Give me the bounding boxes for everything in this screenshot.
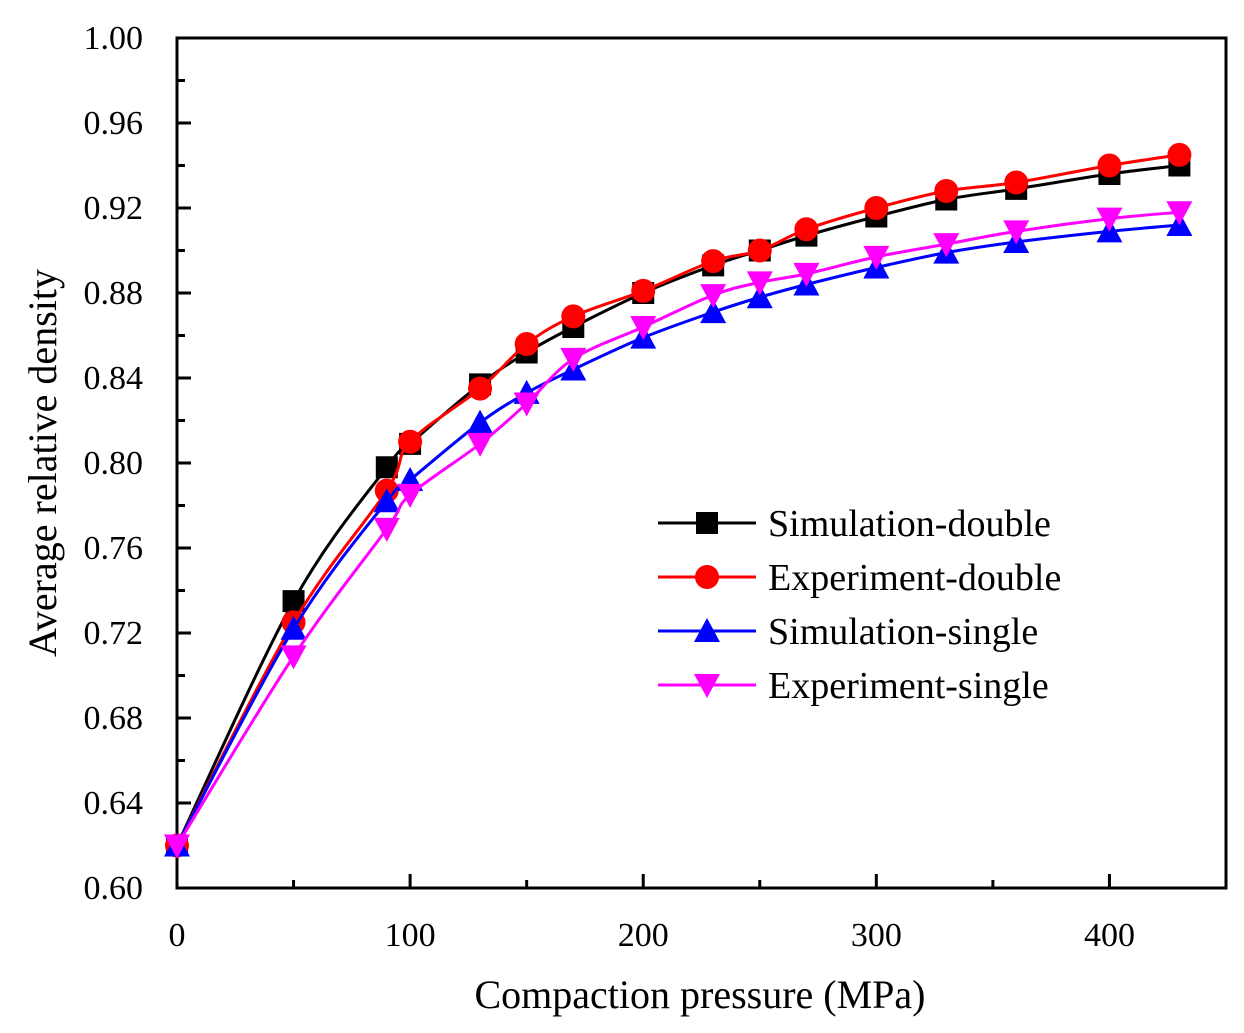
legend-label: Experiment-double (768, 557, 1061, 599)
plot-frame (175, 36, 1228, 890)
series-experiment-double (165, 142, 1192, 858)
data-point (934, 179, 959, 203)
series-layer (164, 142, 1193, 859)
data-point (561, 304, 586, 329)
data-point (280, 645, 307, 670)
data-point (282, 590, 305, 613)
data-point (793, 262, 820, 287)
legend-marker (695, 565, 719, 589)
data-point (1003, 220, 1030, 245)
legend-label: Simulation-double (768, 503, 1051, 545)
y-tick-label: 0.92 (84, 190, 144, 227)
data-point (700, 299, 727, 324)
x-tick-label: 100 (385, 917, 436, 954)
data-point (514, 332, 539, 356)
legend-marker (694, 674, 720, 698)
data-point (933, 233, 960, 258)
y-tick-label: 0.64 (84, 785, 144, 822)
series-line-experiment-double (175, 153, 1180, 847)
y-tick-label: 0.72 (84, 615, 144, 652)
data-point (747, 238, 772, 263)
data-point (164, 834, 190, 859)
x-axis-title: Compaction pressure (MPa) (474, 972, 925, 1017)
legend-marker (694, 618, 720, 642)
series-experiment-single (164, 201, 1193, 859)
data-point (630, 316, 657, 340)
data-point (468, 376, 493, 401)
x-tick-label: 300 (851, 917, 902, 954)
y-tick-label: 0.68 (84, 700, 144, 737)
data-point (467, 409, 494, 434)
data-point (863, 245, 890, 270)
data-point (794, 217, 819, 242)
axes: 0.60 0.64 0.68 0.72 0.76 0.80 0.84 0.88 0.92 0.96… (84, 20, 1228, 954)
data-point (631, 278, 656, 303)
data-point (701, 249, 726, 274)
data-point (280, 615, 307, 640)
y-tick-label: 0.96 (84, 105, 144, 142)
data-point (375, 456, 398, 479)
data-point (373, 488, 400, 513)
data-point (397, 483, 424, 508)
data-point (746, 271, 773, 296)
data-point (398, 429, 423, 454)
data-point (1004, 170, 1029, 195)
legend-marker (696, 512, 718, 534)
legend-item: Simulation-double (658, 503, 1051, 545)
data-point (1097, 153, 1122, 178)
y-tick-label: 0.76 (84, 530, 144, 567)
legend: Simulation-double Experiment-double Simula… (658, 503, 1061, 707)
y-axis-title: Average relative density (20, 269, 65, 657)
x-tick-label: 400 (1084, 917, 1135, 954)
data-point (467, 432, 494, 457)
y-tick-label: 0.84 (84, 360, 144, 397)
data-point (560, 347, 587, 372)
data-point (1166, 201, 1193, 226)
data-point (700, 284, 727, 309)
legend-item: Simulation-single (658, 611, 1038, 653)
data-point (864, 196, 889, 220)
y-tick-label: 0.60 (84, 870, 144, 907)
data-point (373, 517, 400, 542)
data-point (746, 284, 773, 309)
data-point (513, 392, 540, 417)
legend-item: Experiment-single (658, 665, 1049, 707)
y-tick-label: 0.88 (84, 275, 144, 312)
data-point (1167, 142, 1192, 167)
y-tick-label: 0.80 (84, 445, 144, 482)
legend-label: Simulation-single (768, 611, 1038, 653)
x-tick-label: 200 (618, 917, 669, 954)
y-tick-label: 1.00 (84, 20, 144, 57)
legend-label: Experiment-single (768, 665, 1049, 707)
legend-item: Experiment-double (658, 557, 1061, 599)
data-point (1096, 207, 1123, 232)
x-tick-label: 0 (169, 917, 186, 954)
